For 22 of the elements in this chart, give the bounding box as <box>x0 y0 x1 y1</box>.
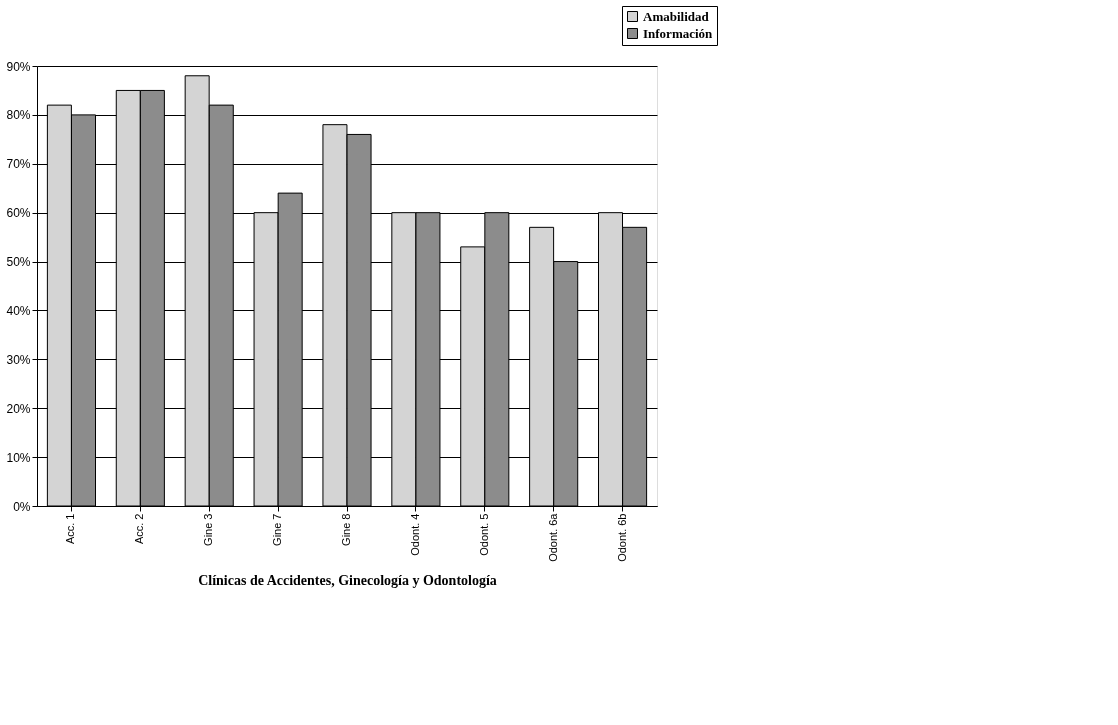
x-axis-title: Clínicas de Accidentes, Ginecología y Odontología <box>198 572 497 588</box>
y-tick-label: 80% <box>6 108 31 123</box>
legend-label: Amabilidad <box>643 8 710 24</box>
y-tick-label: 60% <box>6 206 31 221</box>
y-tick-label: 50% <box>6 255 31 270</box>
y-tick-label: 10% <box>6 450 31 465</box>
x-tick-label: Odont. 6b <box>615 513 628 562</box>
y-tick-label: 0% <box>13 499 31 514</box>
x-tick-label: Odont. 6a <box>546 512 559 562</box>
legend-label: Información <box>643 25 714 41</box>
x-tick-label: Acc. 2 <box>133 513 146 545</box>
x-tick-label: Gine 8 <box>340 513 352 546</box>
y-tick-label: 90% <box>6 59 31 74</box>
x-tick-label: Odont. 5 <box>477 513 490 556</box>
y-tick-label: 40% <box>6 303 31 318</box>
y-tick-label: 70% <box>6 157 31 172</box>
x-tick-label: Gine 3 <box>202 513 215 546</box>
y-tick-label: 30% <box>6 352 31 367</box>
x-tick-label: Gine 7 <box>271 513 284 546</box>
y-tick-label: 20% <box>6 401 31 416</box>
x-tick-label: Odont. 4 <box>408 513 421 556</box>
x-tick-label: Acc. 1 <box>64 513 77 545</box>
